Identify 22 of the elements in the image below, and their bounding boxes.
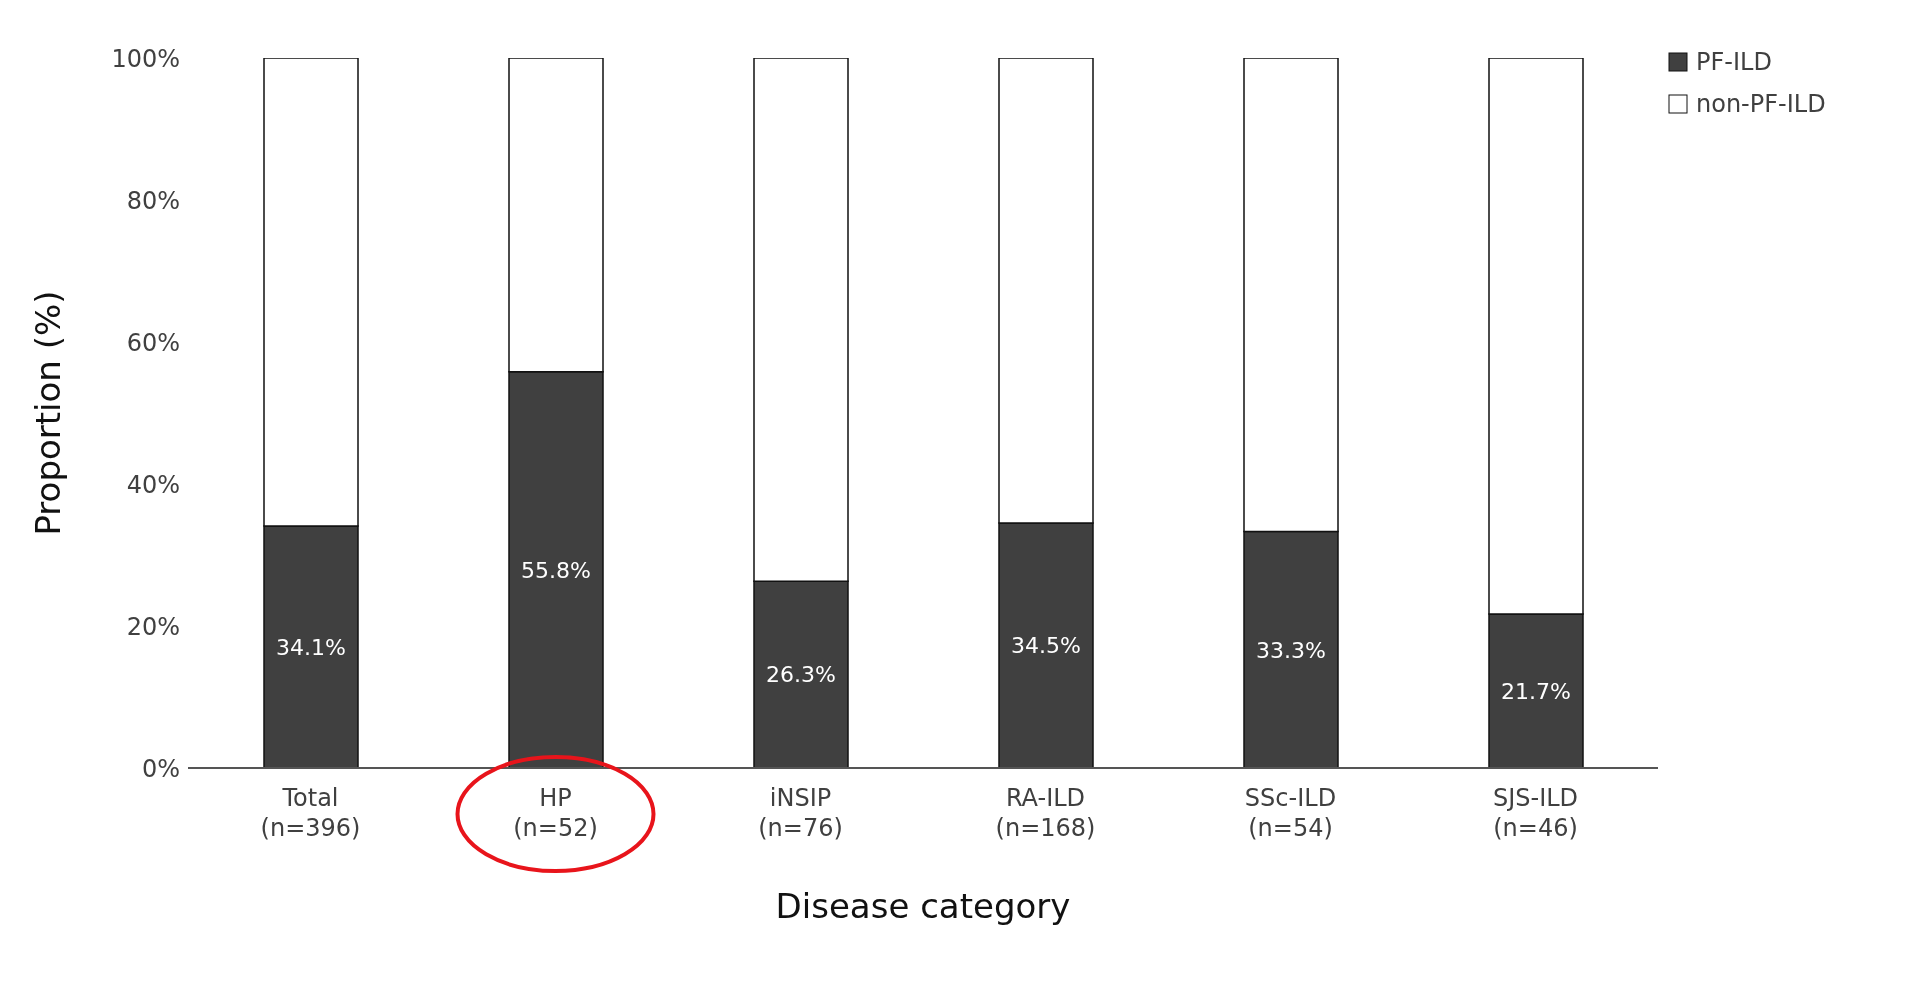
y-axis-title: Proportion (%) xyxy=(28,290,69,536)
data-label: 33.3% xyxy=(1256,637,1326,663)
y-tick-label: 20% xyxy=(126,612,180,641)
y-tick-label: 100% xyxy=(111,44,180,73)
x-tick-label: RA-ILD (n=168) xyxy=(995,784,1096,842)
data-label: 21.7% xyxy=(1501,678,1571,704)
data-label: 55.8% xyxy=(521,557,591,583)
x-tick-label: iNSIP (n=76) xyxy=(758,784,843,842)
x-tick-label: HP (n=52) xyxy=(513,784,598,842)
x-axis-title: Disease category xyxy=(775,886,1071,926)
y-tick-label: 80% xyxy=(126,186,180,215)
y-tick-label: 0% xyxy=(141,754,180,783)
y-tick-label: 60% xyxy=(126,328,180,357)
data-label: 34.5% xyxy=(1011,633,1081,659)
x-tick-label: SJS-ILD (n=46) xyxy=(1492,784,1579,842)
data-label: 26.3% xyxy=(766,662,836,688)
legend-label: non-PF-ILD xyxy=(1696,90,1826,118)
legend-label: PF-ILD xyxy=(1696,48,1772,76)
data-label: 34.1% xyxy=(276,634,346,660)
y-tick-label: 40% xyxy=(126,470,180,499)
x-tick-label: SSc-ILD (n=54) xyxy=(1244,784,1337,842)
x-tick-label: Total (n=396) xyxy=(260,784,361,842)
